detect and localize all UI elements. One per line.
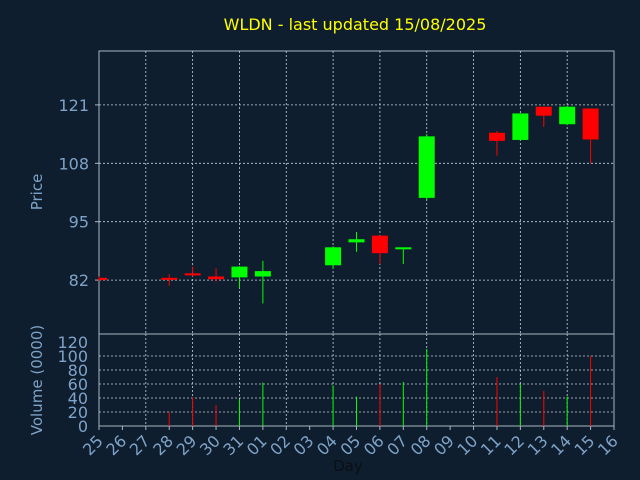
volume-tick-label: 100 <box>57 347 88 366</box>
x-axis-label: Day <box>333 457 363 475</box>
candle-body <box>488 132 505 141</box>
volume-tick-label: 60 <box>68 375 88 394</box>
candle-body <box>208 276 225 280</box>
candle-body <box>254 271 271 277</box>
candle-body <box>395 247 412 250</box>
price-panel-frame <box>98 50 615 335</box>
candle-body <box>184 273 201 276</box>
price-axis-label: Price <box>28 174 46 211</box>
price-grid <box>99 51 614 334</box>
candle-body <box>348 239 365 243</box>
candle-body <box>535 106 552 116</box>
price-tick-label: 108 <box>58 154 89 173</box>
price-tick-label: 121 <box>58 96 89 115</box>
candle-body <box>512 113 529 140</box>
price-tick-label: 95 <box>69 213 89 232</box>
candles <box>98 105 599 304</box>
chart-title: WLDN - last updated 15/08/2025 <box>224 15 487 34</box>
candle-body <box>371 235 388 254</box>
candle-body <box>582 108 599 140</box>
candle-body <box>161 277 178 280</box>
x-tick-label: 16 <box>594 431 622 459</box>
price-tick-label: 82 <box>69 271 89 290</box>
price-axis-ticks: 82 95 108 121 <box>58 96 99 290</box>
volume-tick-label: 80 <box>68 361 88 380</box>
volume-tick-label: 40 <box>68 389 88 408</box>
volume-tick-label: 120 <box>57 333 88 352</box>
volume-tick-label: 20 <box>68 403 88 422</box>
candle-body <box>99 277 107 281</box>
candle-body <box>418 136 435 198</box>
x-axis-ticks: 2526272829303101020304050607080910111213… <box>79 426 622 459</box>
volume-axis-label: Volume (0000) <box>28 325 46 435</box>
volume-bars <box>168 349 592 426</box>
candle-body <box>559 106 576 125</box>
candle-body <box>325 247 342 266</box>
volume-tick-label: 0 <box>78 417 88 436</box>
candle-body <box>231 266 248 278</box>
